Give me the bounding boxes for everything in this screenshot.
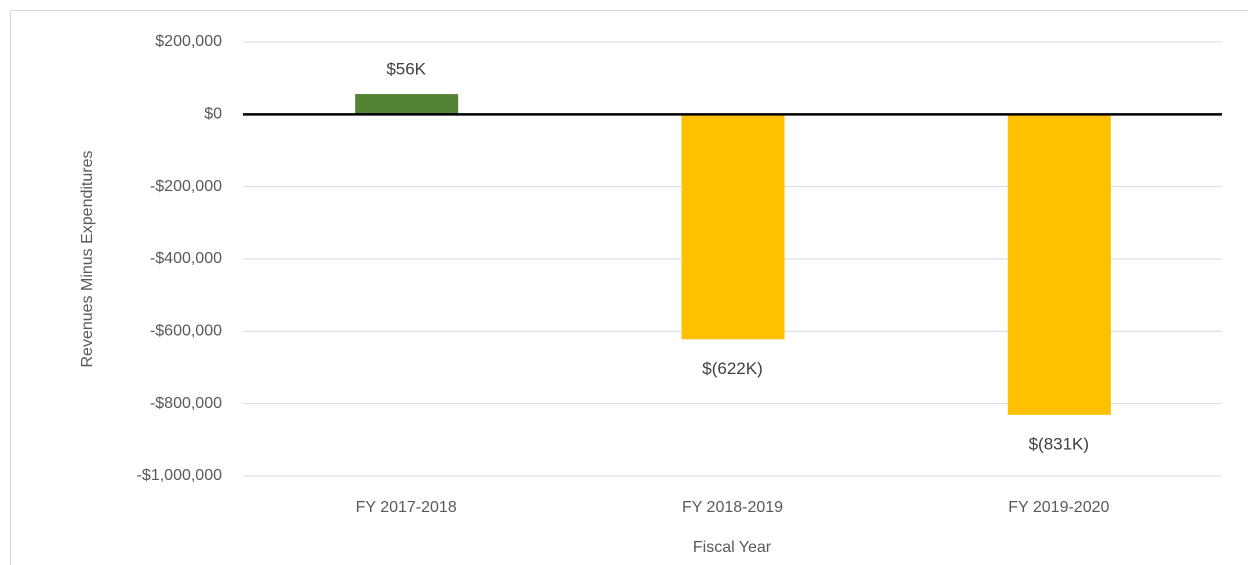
y-tick-label: -$400,000 — [150, 250, 222, 267]
bar — [355, 94, 459, 115]
bar — [681, 114, 785, 340]
y-tick-label: -$600,000 — [150, 323, 222, 340]
y-tick-label: $0 — [204, 106, 222, 123]
x-tick-label: FY 2019-2020 — [1008, 499, 1109, 516]
y-tick-label: -$800,000 — [150, 395, 222, 412]
x-tick-label: FY 2017-2018 — [356, 499, 457, 516]
x-tick-label: FY 2018-2019 — [682, 499, 783, 516]
chart-border — [10, 10, 1248, 565]
data-label: $(831K) — [1029, 434, 1089, 453]
y-tick-label: -$1,000,000 — [137, 467, 223, 484]
y-tick-label: $200,000 — [155, 33, 222, 50]
x-axis-label: Fiscal Year — [693, 539, 772, 556]
data-label: $56K — [386, 60, 426, 79]
y-axis-label: Revenues Minus Expenditures — [79, 150, 96, 367]
data-label: $(622K) — [702, 359, 762, 378]
y-tick-label: -$200,000 — [150, 178, 222, 195]
bar — [1007, 114, 1111, 415]
